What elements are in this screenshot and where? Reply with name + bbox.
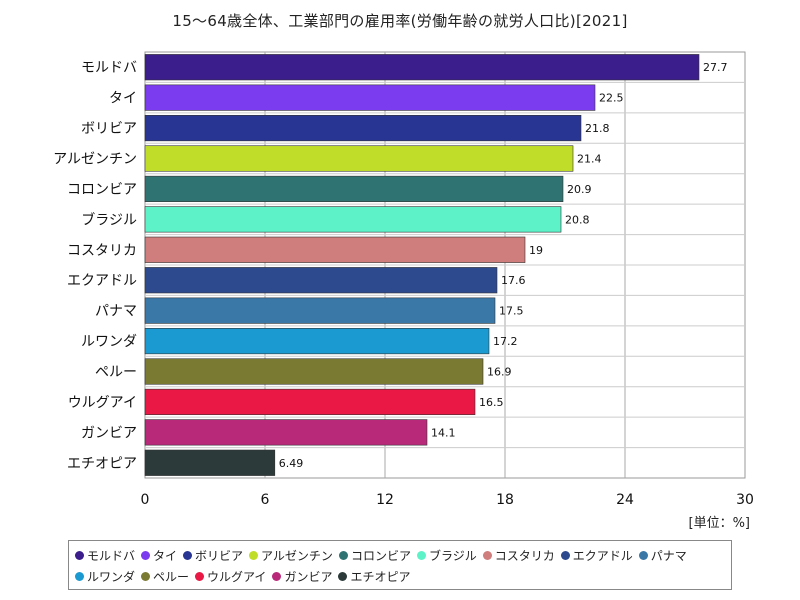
- data-label: 20.9: [567, 183, 592, 196]
- legend-swatch: [338, 572, 348, 581]
- legend-label: ボリビア: [195, 549, 244, 563]
- data-label: 17.6: [501, 274, 526, 287]
- bar: [144, 114, 582, 142]
- legend-item: モルドバ: [75, 546, 135, 566]
- category-label: ブラジル: [81, 211, 137, 228]
- legend-swatch: [338, 551, 348, 560]
- category-label: パナマ: [95, 304, 137, 320]
- category-label: エチオピア: [67, 456, 137, 472]
- data-label: 20.8: [565, 213, 590, 226]
- x-tick-label: 6: [261, 492, 270, 508]
- bar: [144, 145, 574, 172]
- legend-label: アルゼンチン: [261, 549, 333, 563]
- data-label: 17.5: [499, 305, 524, 318]
- bar: [144, 206, 562, 233]
- category-label: エクアドル: [67, 273, 137, 289]
- legend-label: エクアドル: [572, 549, 633, 563]
- legend-swatch: [560, 551, 570, 560]
- category-label: ペルー: [95, 365, 137, 381]
- bar: [144, 388, 476, 416]
- bar: [144, 358, 484, 385]
- legend-swatch: [482, 551, 492, 560]
- legend-swatch: [141, 551, 151, 560]
- legend-item: エクアドル: [560, 546, 633, 566]
- legend-item: ウルグアイ: [195, 567, 266, 587]
- legend-label: モルドバ: [87, 549, 136, 563]
- category-label: ルワンダ: [81, 334, 137, 350]
- data-label: 16.9: [487, 366, 512, 379]
- legend-item: ルワンダ: [75, 567, 135, 587]
- legend-item: ブラジル: [416, 546, 477, 566]
- legend-label: ブラジル: [428, 549, 477, 563]
- legend-item: コスタリカ: [482, 546, 555, 566]
- bar: [144, 297, 496, 324]
- legend-swatch: [638, 551, 648, 560]
- data-label: 17.2: [493, 335, 518, 348]
- legend-swatch: [272, 572, 282, 581]
- legend-swatch: [249, 551, 259, 560]
- legend-label: タイ: [153, 549, 178, 563]
- data-label: 16.5: [479, 396, 504, 409]
- x-tick-label: 24: [616, 492, 634, 508]
- category-label: コロンビア: [67, 182, 137, 198]
- data-label: 19: [529, 244, 543, 257]
- legend-swatch: [183, 551, 193, 560]
- unit-label: [単位：%]: [688, 516, 751, 531]
- legend-swatch: [195, 572, 205, 581]
- bar: [144, 54, 700, 81]
- legend-label: ガンビア: [284, 570, 333, 584]
- chart-title: 15〜64歳全体、工業部門の雇用率(労働年齢の就労人口比)[2021]: [172, 12, 628, 30]
- data-label: 14.1: [431, 426, 456, 439]
- legend-label: エチオピア: [350, 570, 411, 584]
- legend-swatch: [75, 551, 84, 560]
- data-label: 21.4: [577, 153, 602, 166]
- x-tick-label: 18: [496, 492, 514, 508]
- legend-label: ペルー: [153, 570, 190, 584]
- legend-item: ガンビア: [272, 567, 332, 587]
- legend-item: ボリビア: [183, 546, 243, 566]
- category-label: ガンビア: [81, 425, 137, 441]
- legend-label: コロンビア: [350, 549, 411, 563]
- category-label: コスタリカ: [67, 243, 137, 259]
- legend-swatch: [416, 551, 426, 560]
- x-tick-label: 0: [141, 492, 150, 508]
- category-label: ボリビア: [81, 121, 137, 137]
- data-label: 21.8: [585, 122, 610, 135]
- bar: [144, 327, 490, 355]
- legend-swatch: [141, 572, 151, 581]
- bar: [144, 267, 498, 294]
- category-label: ウルグアイ: [68, 395, 137, 411]
- category-label: モルドバ: [81, 60, 137, 76]
- data-label: 6.49: [279, 457, 304, 470]
- legend-item: ペルー: [141, 567, 189, 587]
- bar: [144, 175, 564, 203]
- legend-label: ウルグアイ: [207, 570, 267, 584]
- legend-label: コスタリカ: [494, 549, 555, 563]
- category-label: アルゼンチン: [53, 152, 137, 168]
- x-tick-label: 12: [376, 492, 394, 508]
- legend: モルドバ タイ ボリビア アルゼンチン コロンビア ブラジル コスタリカ エクアドル パナマルワ…: [68, 540, 732, 590]
- legend-item: パナマ: [638, 546, 687, 566]
- legend-label: パナマ: [650, 549, 687, 563]
- legend-item: エチオピア: [338, 567, 410, 587]
- legend-item: タイ: [141, 546, 177, 566]
- x-tick-label: 30: [736, 492, 754, 508]
- bar: [144, 84, 596, 111]
- data-label: 27.7: [703, 61, 728, 74]
- legend-item: アルゼンチン: [249, 546, 333, 566]
- bar: [144, 236, 526, 263]
- data-label: 22.5: [599, 92, 624, 105]
- category-label: タイ: [109, 91, 137, 107]
- legend-swatch: [75, 572, 84, 581]
- bar: [144, 449, 276, 476]
- legend-item: コロンビア: [338, 546, 411, 566]
- bar: [144, 419, 428, 446]
- legend-label: ルワンダ: [87, 570, 136, 584]
